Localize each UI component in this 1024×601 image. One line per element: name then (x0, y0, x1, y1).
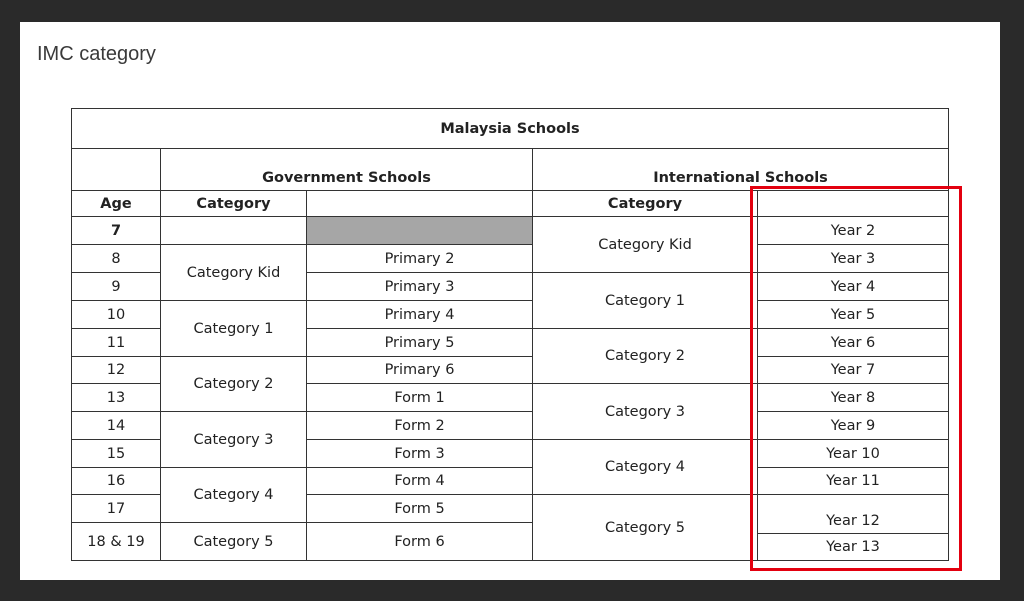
intl-category-header: Category (532, 190, 758, 217)
intl-year-cell: Year 13 (757, 533, 949, 561)
intl-year-cell: Year 7 (757, 356, 949, 384)
age-cell: 18 & 19 (71, 522, 161, 561)
age-cell: 9 (71, 272, 161, 301)
gov-level-cell: Primary 3 (306, 272, 533, 301)
gov-level-header (306, 190, 533, 217)
gov-level-cell: Form 5 (306, 494, 533, 523)
age-header: Age (71, 190, 161, 217)
gov-category-cell: Category 4 (160, 467, 307, 523)
gov-level-cell: Form 4 (306, 467, 533, 495)
gov-level-grey (306, 216, 533, 245)
gov-level-cell: Primary 5 (306, 328, 533, 357)
government-schools-header: Government Schools (160, 148, 533, 191)
intl-category-cell: Category 1 (532, 272, 758, 329)
gov-category-cell: Category 5 (160, 522, 307, 561)
intl-year-cell: Year 10 (757, 439, 949, 468)
page-title: IMC category (37, 43, 156, 65)
gov-level-cell: Primary 4 (306, 300, 533, 329)
intl-year-cell: Year 9 (757, 411, 949, 440)
age-cell: 16 (71, 467, 161, 495)
age-cell: 12 (71, 356, 161, 384)
intl-category-cell: Category 4 (532, 439, 758, 495)
intl-year-cell: Year 8 (757, 383, 949, 412)
intl-year-header (757, 190, 949, 217)
intl-year-cell: Year 3 (757, 244, 949, 273)
gov-level-cell: Primary 2 (306, 244, 533, 273)
gov-category-empty (160, 216, 307, 245)
age-cell: 8 (71, 244, 161, 273)
intl-year-cell: Year 4 (757, 272, 949, 301)
gov-category-cell: Category Kid (160, 244, 307, 301)
gov-level-cell: Form 1 (306, 383, 533, 412)
age-cell: 7 (71, 216, 161, 245)
intl-year-cell: Year 2 (757, 216, 949, 245)
intl-year-cell: Year 5 (757, 300, 949, 329)
intl-year-cell: Year 6 (757, 328, 949, 357)
gov-level-cell: Form 3 (306, 439, 533, 468)
age-cell: 17 (71, 494, 161, 523)
age-cell: 15 (71, 439, 161, 468)
age-cell: 13 (71, 383, 161, 412)
international-schools-header: International Schools (532, 148, 949, 191)
age-cell: 11 (71, 328, 161, 357)
gov-level-cell: Form 6 (306, 522, 533, 561)
intl-category-cell: Category 5 (532, 494, 758, 561)
intl-category-cell: Category 2 (532, 328, 758, 384)
intl-year-cell: Year 12 (757, 494, 949, 534)
gov-level-cell: Primary 6 (306, 356, 533, 384)
intl-category-cell: Category 3 (532, 383, 758, 440)
intl-year-cell: Year 11 (757, 467, 949, 495)
gov-category-cell: Category 2 (160, 356, 307, 412)
gov-level-cell: Form 2 (306, 411, 533, 440)
age-cell: 10 (71, 300, 161, 329)
table-title: Malaysia Schools (71, 108, 949, 149)
gov-category-cell: Category 3 (160, 411, 307, 468)
blank-header (71, 148, 161, 191)
gov-category-header: Category (160, 190, 307, 217)
age-cell: 14 (71, 411, 161, 440)
gov-category-cell: Category 1 (160, 300, 307, 357)
intl-category-cell: Category Kid (532, 216, 758, 273)
